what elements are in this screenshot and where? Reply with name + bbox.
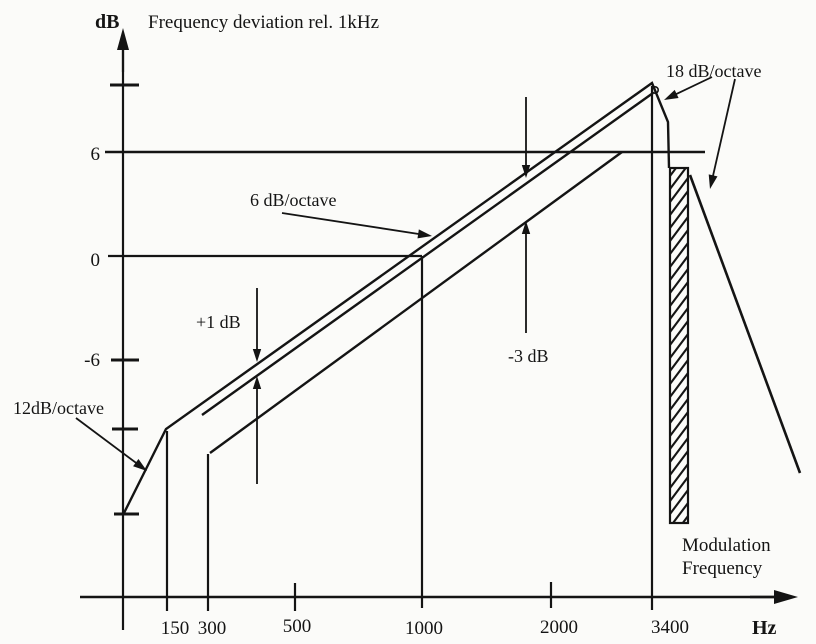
- hatch-stroke: [669, 242, 689, 268]
- x-tick-label-3400: 3400: [651, 617, 689, 638]
- x-axis: [80, 582, 790, 611]
- hatch-stroke: [669, 190, 689, 216]
- peak-junction-dot: [650, 86, 659, 95]
- hatch-stroke: [669, 476, 689, 502]
- hatch-stroke: [669, 333, 689, 359]
- y-tick-label-minus6: -6: [84, 350, 100, 371]
- hatch-stroke: [669, 167, 687, 190]
- x-tick-label-300: 300: [198, 618, 227, 639]
- upper-limit-line: [122, 81, 671, 514]
- y-axis: [110, 34, 139, 630]
- plus-1db-arrow-up: [252, 376, 262, 389]
- hatch-stroke: [669, 450, 689, 476]
- tolerance-lower-label: -3 dB: [508, 346, 549, 366]
- hatched-band-outline: [668, 166, 690, 525]
- slope-12-octave-arrow: [133, 459, 147, 471]
- hatch-stroke: [669, 385, 689, 411]
- hatched-band: [668, 166, 690, 525]
- slope-6-octave-label: 6 dB/octave: [250, 190, 336, 210]
- hatch-stroke: [669, 307, 689, 333]
- slope-18-octave-arrow-1-shaft: [673, 76, 713, 97]
- slope-18-octave-arrow-1: [664, 89, 679, 100]
- hatch-stroke: [669, 294, 689, 320]
- hatch-stroke: [669, 359, 689, 385]
- hatch-stroke: [669, 320, 689, 346]
- x-tick-label-150: 150: [161, 618, 190, 639]
- hatch-stroke: [681, 515, 689, 524]
- hatch-stroke: [669, 424, 689, 450]
- rolloff-line-right: [688, 174, 802, 474]
- hatch-stroke: [669, 346, 689, 372]
- y-tick-label-0: 0: [91, 250, 101, 271]
- minus-3db-arrow-down: [521, 165, 531, 178]
- slope-6-octave-arrow: [417, 229, 432, 239]
- hatch-stroke: [669, 229, 689, 255]
- hatch-stroke: [669, 463, 689, 489]
- modulation-frequency-label-line1: Modulation: [682, 535, 771, 556]
- annotation-arrows: [75, 28, 798, 604]
- slope-18-octave-label: 18 dB/octave: [666, 61, 761, 81]
- tolerance-upper-label: +1 dB: [196, 312, 241, 332]
- y-axis-unit-label: dB: [95, 11, 119, 33]
- minus-3db-arrow-up: [521, 221, 531, 234]
- y-axis-arrowhead: [117, 28, 129, 50]
- hatch-stroke: [669, 398, 689, 424]
- hatch-stroke: [669, 281, 689, 307]
- hatch-stroke: [669, 372, 689, 398]
- x-axis-arrowhead: [774, 590, 798, 604]
- slope-12-octave-arrow-shaft: [75, 417, 139, 466]
- plus-1db-arrow-down: [252, 349, 262, 362]
- slope-18-octave-arrow-2-shaft: [711, 78, 736, 179]
- slope-12-octave-label: 12dB/octave: [13, 398, 104, 418]
- hatch-stroke: [669, 167, 677, 177]
- slope-6-octave-arrow-shaft: [281, 212, 422, 236]
- hatch-stroke: [669, 437, 689, 463]
- hatch-stroke: [669, 177, 689, 203]
- slope-18-octave-arrow-2: [708, 174, 718, 189]
- y-tick-label-6: 6: [91, 144, 101, 165]
- hatch-stroke: [669, 268, 689, 294]
- modulation-frequency-label-line2: Frequency: [682, 558, 763, 579]
- hatch-stroke: [669, 489, 689, 515]
- hatch-stroke: [672, 502, 689, 524]
- hatch-stroke: [669, 216, 689, 242]
- hatch-stroke: [669, 203, 689, 229]
- nominal-line: [201, 92, 654, 416]
- x-axis-unit-label: Hz: [752, 617, 777, 639]
- x-tick-label-500: 500: [283, 616, 312, 637]
- hatch-stroke: [669, 255, 689, 281]
- x-tick-label-1000: 1000: [405, 618, 443, 639]
- lower-limit-line: [209, 151, 623, 454]
- hatch-stroke: [669, 411, 689, 437]
- chart-title: Frequency deviation rel. 1kHz: [148, 12, 379, 33]
- x-tick-label-2000: 2000: [540, 617, 578, 638]
